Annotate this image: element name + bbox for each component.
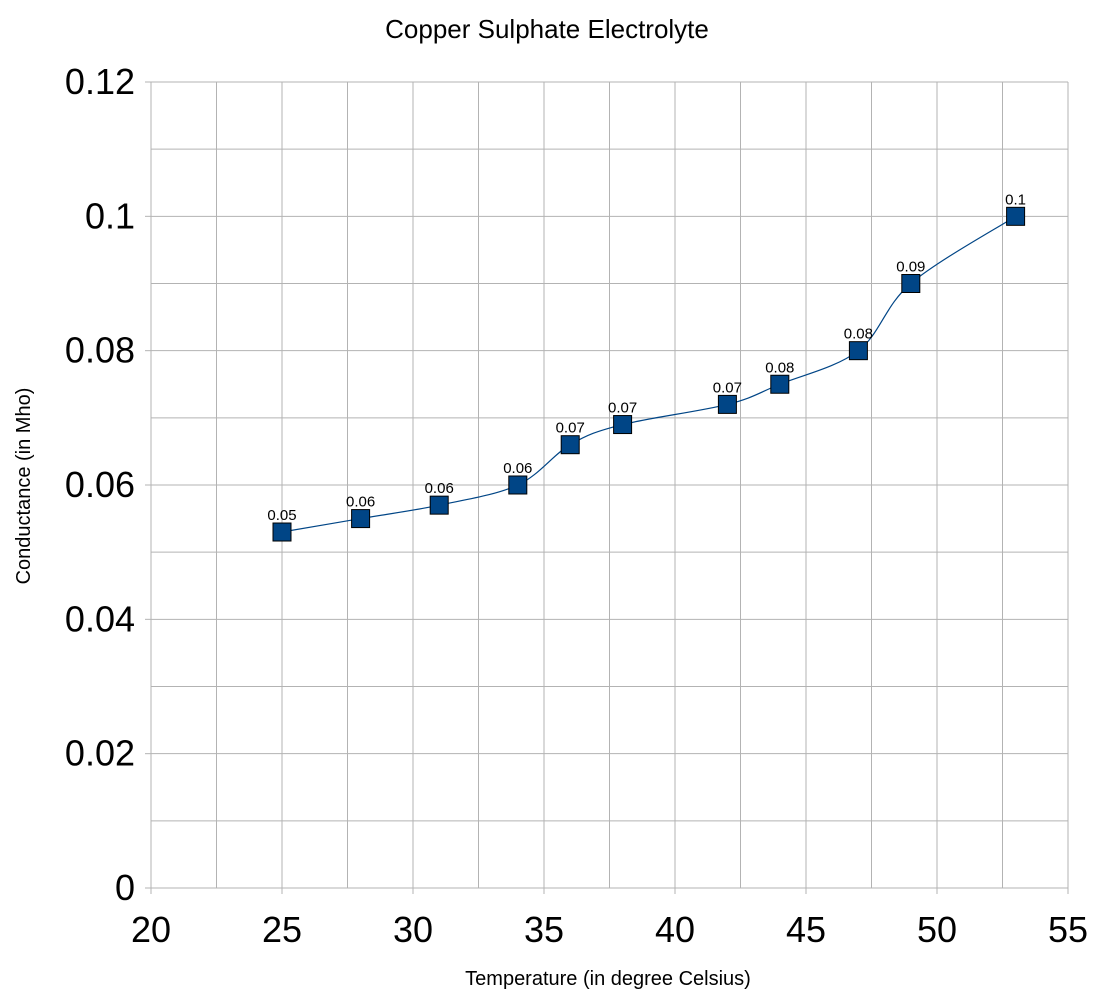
chart-text: Copper Sulphate Electrolyte Temperature … bbox=[13, 14, 751, 990]
y-tick-label: 0.04 bbox=[65, 598, 135, 639]
data-label: 0.06 bbox=[346, 494, 375, 511]
axes: 20 25 30 35 40 45 50 55 0 0.02 0.04 0.06 0.08 0.1 0.12 bbox=[65, 61, 1088, 950]
data-point bbox=[560, 435, 580, 455]
x-tick-label: 35 bbox=[524, 909, 564, 950]
data-label: 0.05 bbox=[267, 507, 296, 524]
y-tick-label: 0.1 bbox=[85, 195, 135, 236]
data-point bbox=[272, 522, 292, 542]
data-label: 0.07 bbox=[608, 400, 637, 417]
data-label: 0.08 bbox=[844, 326, 873, 343]
x-axis-label: Temperature (in degree Celsius) bbox=[465, 968, 751, 990]
series-line bbox=[281, 215, 1016, 533]
chart-title: Copper Sulphate Electrolyte bbox=[385, 14, 709, 44]
data-point bbox=[901, 274, 921, 293]
y-tick-label: 0.02 bbox=[65, 733, 135, 774]
series bbox=[272, 206, 1026, 542]
data-point bbox=[770, 374, 790, 394]
x-tick-label: 20 bbox=[131, 909, 171, 950]
grid bbox=[150, 81, 1069, 889]
data-label: 0.08 bbox=[765, 359, 794, 376]
data-point bbox=[717, 394, 737, 414]
data-label: 0.09 bbox=[896, 259, 925, 276]
data-point bbox=[429, 495, 449, 515]
data-point bbox=[508, 475, 528, 495]
x-tick-label: 50 bbox=[917, 909, 957, 950]
data-label: 0.1 bbox=[1005, 191, 1026, 208]
data-label: 0.06 bbox=[425, 480, 454, 497]
x-tick-label: 55 bbox=[1048, 909, 1088, 950]
x-tick-label: 25 bbox=[262, 909, 302, 950]
x-tick-label: 45 bbox=[786, 909, 826, 950]
x-tick-label: 40 bbox=[655, 909, 695, 950]
data-point bbox=[613, 415, 633, 435]
y-tick-label: 0.06 bbox=[65, 464, 135, 505]
y-tick-label: 0 bbox=[115, 867, 135, 908]
data-label: 0.06 bbox=[503, 460, 532, 477]
y-tick-label: 0.12 bbox=[65, 61, 135, 102]
y-axis-label: Conductance (in Mho) bbox=[13, 388, 35, 585]
data-label: 0.07 bbox=[713, 379, 742, 396]
data-labels: 0.05 0.06 0.06 0.06 0.07 0.07 0.07 0.08 0.08 0.09… bbox=[267, 191, 1026, 524]
x-tick-label: 30 bbox=[393, 909, 433, 950]
data-point bbox=[1006, 206, 1026, 226]
y-tick-label: 0.08 bbox=[65, 330, 135, 371]
data-point bbox=[848, 341, 868, 361]
data-point bbox=[351, 509, 371, 529]
data-label: 0.07 bbox=[556, 420, 585, 437]
